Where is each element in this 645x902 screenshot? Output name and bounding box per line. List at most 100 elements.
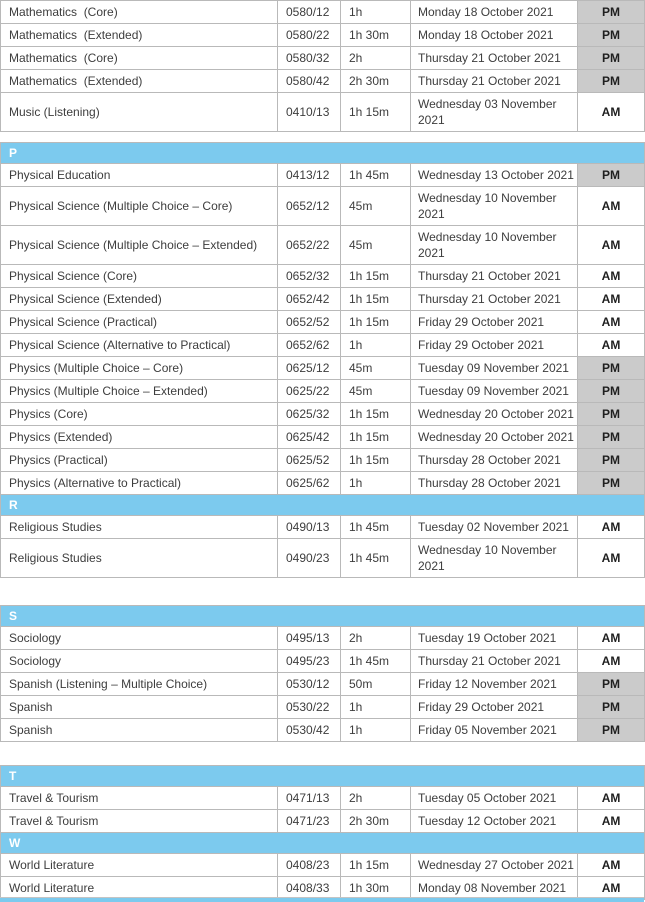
code-cell: 0625/12 [277, 356, 341, 380]
subject-cell: Spanish (Listening – Multiple Choice) [0, 672, 278, 696]
subject-cell: Physical Science (Extended) [0, 287, 278, 311]
table-row: Physics (Alternative to Practical) 0625/6… [0, 471, 645, 495]
section-header-row: T [0, 765, 645, 787]
subject-cell: Travel & Tourism [0, 809, 278, 833]
section-gap [0, 578, 644, 605]
table-row: Physics (Extended) 0625/42 1h 15m Wednesday… [0, 425, 645, 449]
date-cell: Monday 18 October 2021 [410, 23, 578, 47]
subject-cell: Physical Education [0, 163, 278, 187]
date-cell: Thursday 21 October 2021 [410, 46, 578, 70]
date-cell: Wednesday 03 November 2021 [410, 92, 578, 132]
timetable-block: S Sociology 0495/13 2h Tuesday 19 October 20… [0, 605, 645, 742]
section-header-t: T [0, 765, 645, 787]
session-cell: AM [576, 786, 645, 810]
table-row: Physical Science (Multiple Choice – Exte… [0, 225, 645, 265]
session-cell: AM [577, 92, 645, 132]
table-row: Religious Studies 0490/13 1h 45m Tuesday 02… [0, 515, 645, 539]
date-cell: Thursday 28 October 2021 [410, 471, 578, 495]
duration-cell: 1h 15m [340, 310, 411, 334]
duration-cell: 1h 45m [340, 649, 411, 673]
table-row: Physical Science (Extended) 0652/42 1h 15m… [0, 287, 645, 311]
session-cell: PM [576, 163, 645, 187]
session-cell: PM [576, 448, 645, 472]
code-cell: 0495/13 [277, 626, 341, 650]
table-row: Physical Education 0413/12 1h 45m Wednesday… [0, 163, 645, 187]
table-row: World Literature 0408/23 1h 15m Wednesday 2… [0, 853, 645, 877]
table-row: Physical Science (Multiple Choice – Core… [0, 186, 645, 226]
timetable-block: Mathematics (Core) 0580/12 1h Monday 18 Oct… [0, 0, 645, 132]
duration-cell: 1h 45m [340, 538, 411, 578]
code-cell: 0530/42 [277, 718, 341, 742]
session-cell: AM [576, 538, 645, 578]
table-row: Physics (Practical) 0625/52 1h 15m Thursday… [0, 448, 645, 472]
session-cell: PM [577, 46, 645, 70]
session-cell: AM [576, 809, 645, 833]
session-cell: AM [576, 626, 645, 650]
session-cell: AM [576, 186, 645, 226]
subject-cell: Physics (Practical) [0, 448, 278, 472]
section-header-row: S [0, 605, 645, 627]
duration-cell: 1h 45m [340, 163, 411, 187]
session-cell: PM [577, 0, 645, 24]
table-row: Spanish (Listening – Multiple Choice) 053… [0, 672, 645, 696]
section-header-p: P [0, 142, 645, 164]
table-row: Physical Science (Core) 0652/32 1h 15m Thur… [0, 264, 645, 288]
session-cell: AM [576, 876, 645, 900]
session-cell: PM [576, 672, 645, 696]
code-cell: 0652/22 [277, 225, 341, 265]
date-cell: Tuesday 09 November 2021 [410, 379, 578, 403]
date-cell: Thursday 21 October 2021 [410, 649, 578, 673]
duration-cell: 2h [340, 786, 411, 810]
table-row: Physical Science (Alternative to Practic… [0, 333, 645, 357]
code-cell: 0652/62 [277, 333, 341, 357]
subject-cell: Music (Listening) [0, 92, 278, 132]
session-cell: AM [576, 310, 645, 334]
session-cell: PM [576, 402, 645, 426]
date-cell: Friday 29 October 2021 [410, 333, 578, 357]
timetable-block: P Physical Education 0413/12 1h 45m Wednesda… [0, 142, 645, 578]
duration-cell: 1h 15m [340, 853, 411, 877]
table-row: Music (Listening) 0410/13 1h 15m Wednesday … [0, 92, 645, 132]
subject-cell: Sociology [0, 626, 278, 650]
section-header-row: W [0, 832, 645, 854]
table-row: Physical Science (Practical) 0652/52 1h 15… [0, 310, 645, 334]
duration-cell: 2h [340, 626, 411, 650]
code-cell: 0652/52 [277, 310, 341, 334]
subject-cell: Travel & Tourism [0, 786, 278, 810]
session-cell: AM [576, 515, 645, 539]
duration-cell: 1h [340, 718, 411, 742]
duration-cell: 1h 15m [340, 425, 411, 449]
date-cell: Monday 08 November 2021 [410, 876, 578, 900]
code-cell: 0495/23 [277, 649, 341, 673]
duration-cell: 1h 45m [340, 515, 411, 539]
code-cell: 0580/12 [277, 0, 341, 24]
table-row: Physics (Multiple Choice – Extended) 0625… [0, 379, 645, 403]
date-cell: Thursday 21 October 2021 [410, 69, 578, 93]
subject-cell: Physical Science (Alternative to Practic… [0, 333, 278, 357]
date-cell: Monday 18 October 2021 [410, 0, 578, 24]
date-cell: Tuesday 09 November 2021 [410, 356, 578, 380]
date-cell: Tuesday 12 October 2021 [410, 809, 578, 833]
subject-cell: Sociology [0, 649, 278, 673]
duration-cell: 45m [340, 379, 411, 403]
date-cell: Wednesday 20 October 2021 [410, 402, 578, 426]
subject-cell: Physics (Multiple Choice – Extended) [0, 379, 278, 403]
table-row: Travel & Tourism 0471/13 2h Tuesday 05 Octo… [0, 786, 645, 810]
session-cell: PM [576, 356, 645, 380]
subject-cell: Physics (Alternative to Practical) [0, 471, 278, 495]
duration-cell: 1h 30m [340, 23, 411, 47]
duration-cell: 1h 30m [340, 876, 411, 900]
code-cell: 0625/22 [277, 379, 341, 403]
table-row: World Literature 0408/33 1h 30m Monday 08 N… [0, 876, 645, 900]
duration-cell: 1h 15m [340, 448, 411, 472]
subject-cell: Spanish [0, 695, 278, 719]
session-cell: AM [576, 649, 645, 673]
date-cell: Tuesday 05 October 2021 [410, 786, 578, 810]
code-cell: 0408/23 [277, 853, 341, 877]
subject-cell: Religious Studies [0, 515, 278, 539]
section-gap [0, 742, 644, 765]
subject-cell: Mathematics (Core) [0, 0, 278, 24]
table-row: Mathematics (Extended) 0580/22 1h 30m Monda… [0, 23, 645, 47]
duration-cell: 1h [340, 695, 411, 719]
